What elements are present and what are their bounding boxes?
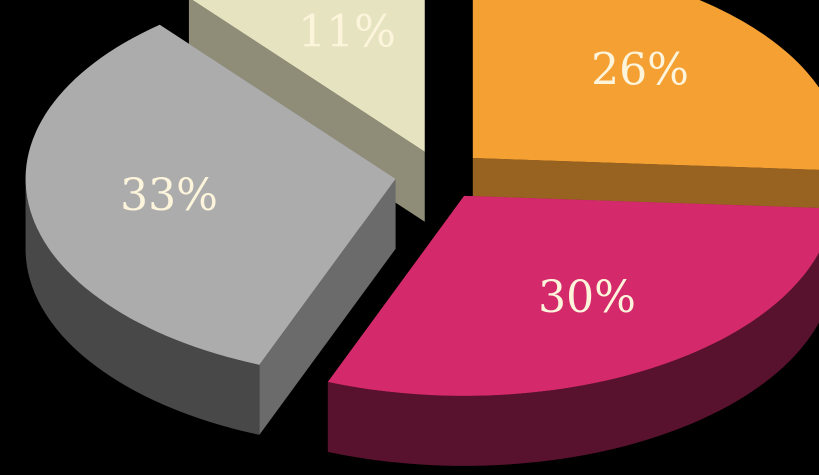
pie-slice	[327, 195, 819, 466]
labels-layer: 26% 30% 33% 11%	[120, 7, 689, 324]
slice-top	[472, 0, 819, 170]
slice-label: 30%	[538, 272, 636, 323]
slice-top	[25, 24, 396, 365]
slice-label: 26%	[591, 45, 689, 96]
slice-outer-wall	[25, 178, 260, 435]
slice-wall	[259, 178, 396, 435]
slices-layer	[25, 0, 819, 466]
slice-label: 11%	[298, 7, 396, 58]
slice-top	[192, 0, 425, 152]
slice-outer-wall	[327, 252, 819, 466]
slice-label: 33%	[120, 170, 218, 221]
pie-slice	[25, 24, 396, 435]
slice-top	[327, 195, 819, 396]
